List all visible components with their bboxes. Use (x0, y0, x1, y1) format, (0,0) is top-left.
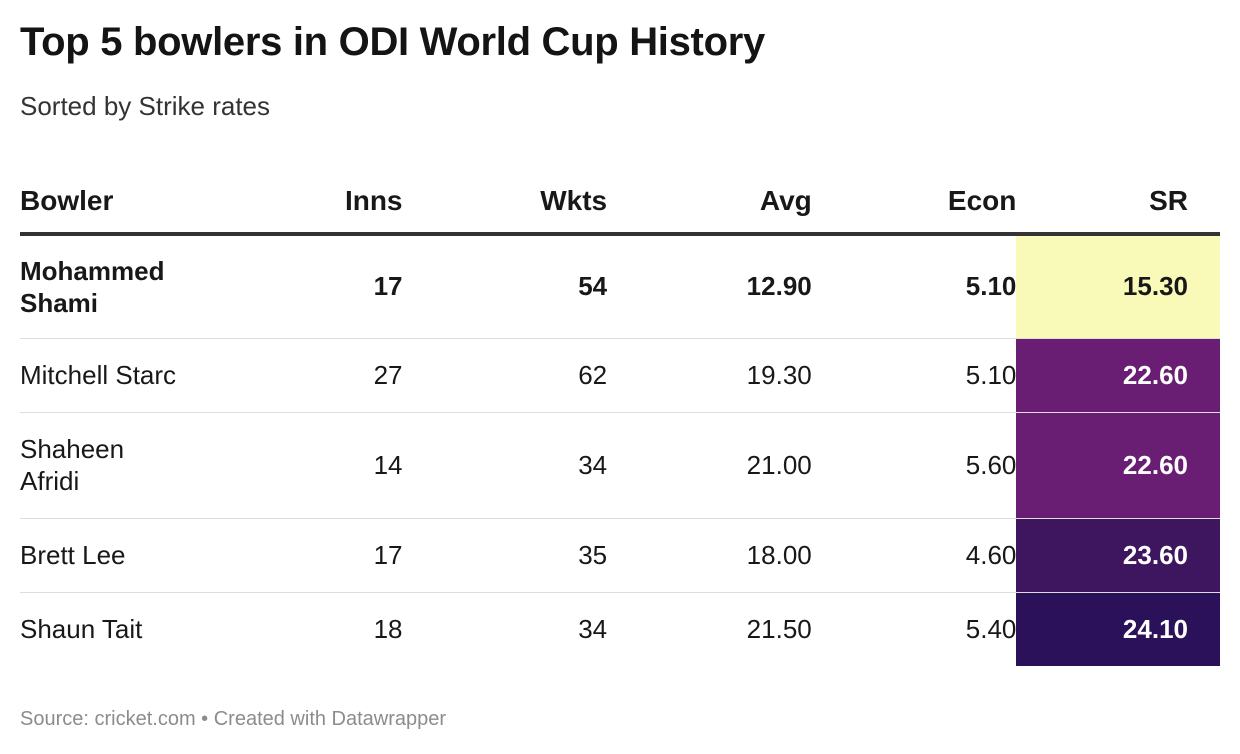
strike-rate-value: 22.60 (1122, 449, 1188, 480)
strike-rate-cell: 22.60 (1016, 412, 1220, 519)
inns-cell: 27 (225, 338, 403, 413)
column-header-econ[interactable]: Econ (811, 170, 1017, 236)
strike-rate-cell: 23.60 (1016, 518, 1220, 593)
wkts-cell: 62 (402, 338, 608, 413)
table-row: Mohammed Shami 17 54 12.90 5.10 15.30 (20, 234, 1220, 339)
strike-rate-cell: 24.10 (1016, 592, 1220, 666)
table-row: Shaun Tait 18 34 21.50 5.40 24.10 (20, 592, 1220, 666)
avg-cell: 21.00 (607, 412, 812, 519)
bowler-name-cell: Brett Lee (20, 518, 226, 593)
inns-cell: 18 (373, 613, 403, 644)
strike-rate-cell: 22.60 (1016, 338, 1220, 413)
econ-cell: 4.60 (811, 518, 1017, 593)
column-header-sr-label: SR (1149, 185, 1188, 216)
bowler-name-cell: Shaheen Afridi (20, 412, 226, 519)
econ-cell: 5.60 (811, 412, 1017, 519)
strike-rate-cell: 15.30 (1016, 234, 1220, 339)
bowler-name-cell: Mitchell Starc (20, 338, 226, 413)
bowler-name-cell: Shaun Tait (20, 614, 143, 645)
avg-cell: 12.90 (607, 234, 812, 339)
table-header-row: Bowler Inns Wkts Avg Econ SR (20, 170, 1220, 236)
column-header-avg[interactable]: Avg (607, 170, 812, 236)
strike-rate-value: 24.10 (1122, 613, 1188, 644)
table-body: Mohammed Shami 17 54 12.90 5.10 15.30 Mitchell… (20, 234, 1220, 666)
strike-rate-value: 23.60 (1122, 539, 1188, 570)
strike-rate-value: 22.60 (1122, 359, 1188, 390)
avg-cell: 21.50 (746, 613, 812, 644)
wkts-cell: 35 (402, 518, 608, 593)
column-header-wkts[interactable]: Wkts (402, 170, 608, 236)
avg-cell: 18.00 (607, 518, 812, 593)
inns-cell: 17 (225, 234, 403, 339)
bowlers-table: Bowler Inns Wkts Avg Econ SR Mohammed Sh… (20, 170, 1220, 666)
wkts-cell: 34 (578, 613, 608, 644)
table-row: Brett Lee 17 35 18.00 4.60 23.60 (20, 518, 1220, 593)
table-row: Shaheen Afridi 14 34 21.00 5.60 22.60 (20, 412, 1220, 519)
inns-cell: 17 (225, 518, 403, 593)
chart-title: Top 5 bowlers in ODI World Cup History (20, 20, 765, 64)
wkts-cell: 54 (402, 234, 608, 339)
strike-rate-value: 15.30 (1122, 271, 1188, 302)
wkts-cell: 34 (402, 412, 608, 519)
column-header-sr[interactable]: SR (1016, 170, 1220, 236)
bowler-name-cell: Mohammed Shami (20, 234, 226, 339)
column-header-bowler[interactable]: Bowler (20, 170, 226, 236)
table-row: Mitchell Starc 27 62 19.30 5.10 22.60 (20, 338, 1220, 413)
econ-cell: 5.10 (811, 234, 1017, 339)
econ-cell: 5.10 (811, 338, 1017, 413)
source-footer: Source: cricket.com • Created with Dataw… (20, 708, 447, 730)
column-header-inns[interactable]: Inns (225, 170, 403, 236)
econ-cell: 5.40 (965, 613, 1017, 644)
inns-cell: 14 (225, 412, 403, 519)
avg-cell: 19.30 (607, 338, 812, 413)
chart-subtitle: Sorted by Strike rates (20, 91, 270, 121)
